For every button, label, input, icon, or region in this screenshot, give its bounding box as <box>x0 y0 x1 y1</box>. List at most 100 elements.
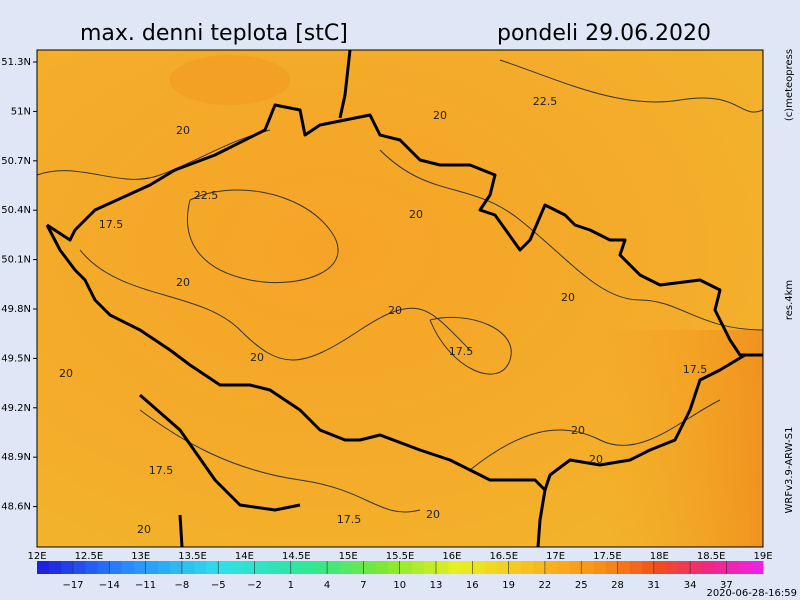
colorbar-segment <box>387 561 401 574</box>
country-border <box>338 49 352 119</box>
colorbar-label: 28 <box>611 580 624 591</box>
contour-label: 17.5 <box>683 363 708 376</box>
contour-label: 20 <box>433 109 447 122</box>
country-border <box>139 393 301 512</box>
contour <box>499 59 764 113</box>
colorbar-segment <box>37 561 50 574</box>
lon-label: 13.5E <box>178 551 207 562</box>
contour <box>187 189 339 284</box>
colorbar-segment <box>533 561 546 574</box>
colorbar-label: 1 <box>288 580 294 591</box>
colorbar-segment <box>230 561 244 574</box>
lat-label: 49.8N <box>1 304 31 315</box>
colorbar-label: 7 <box>360 580 366 591</box>
contour-label: 20 <box>59 367 73 380</box>
lon-label: 19E <box>754 551 773 562</box>
lon-label: 17.5E <box>593 551 622 562</box>
lon-label: 14.5E <box>282 551 311 562</box>
copyright: (c)meteopress <box>784 49 795 121</box>
colorbar-label: 16 <box>466 580 479 591</box>
colorbar-segment <box>642 561 655 574</box>
colorbar-label: −5 <box>211 580 226 591</box>
colorbar-segment <box>460 561 474 574</box>
colorbar-segment <box>97 561 111 574</box>
colorbar-label: 22 <box>539 580 552 591</box>
colorbar-segment <box>351 561 365 574</box>
contour-label: 17.5 <box>149 464 174 477</box>
colorbar-segment <box>363 561 377 574</box>
colorbar-segment <box>508 561 522 574</box>
colorbar-label: −2 <box>247 580 262 591</box>
colorbar-segment <box>315 561 328 574</box>
colorbar-segment <box>714 561 728 574</box>
lat-label: 49.5N <box>1 353 31 364</box>
colorbar-segment <box>242 561 256 574</box>
colorbar-segment <box>738 561 752 574</box>
contour-label: 20 <box>426 508 440 521</box>
contour-label: 20 <box>250 351 264 364</box>
contour-label: 20 <box>388 304 402 317</box>
colorbar-segment <box>436 561 449 574</box>
colorbar-segment <box>569 561 582 574</box>
lat-label: 48.9N <box>1 452 31 463</box>
colorbar-segment <box>279 561 292 574</box>
contour <box>379 149 764 331</box>
lat-label: 49.2N <box>1 403 31 414</box>
contours <box>36 59 764 513</box>
country-border <box>178 514 184 548</box>
colorbar-segment <box>291 561 304 574</box>
colorbar-segment <box>545 561 558 574</box>
colorbar-label: −11 <box>135 580 156 591</box>
colorbar-segment <box>182 561 195 574</box>
contour <box>36 129 271 180</box>
colorbar-label: 4 <box>324 580 330 591</box>
lon-label: 17E <box>546 551 565 562</box>
warm-area <box>600 330 763 547</box>
colorbar-segment <box>133 561 147 574</box>
lon-label: 12.5E <box>75 551 104 562</box>
colorbar-segment <box>266 561 280 574</box>
colorbar-segment <box>85 561 98 574</box>
colorbar-segment <box>412 561 425 574</box>
colorbar-label: 31 <box>647 580 660 591</box>
contour-label: 17.5 <box>449 345 474 358</box>
contour-label: 20 <box>571 424 585 437</box>
lon-label: 14E <box>235 551 254 562</box>
colorbar-segment <box>581 561 595 574</box>
colorbar-segment <box>254 561 268 574</box>
contour-label: 17.5 <box>337 513 362 526</box>
colorbar-segment <box>521 561 534 574</box>
colorbar-segment <box>629 561 643 574</box>
colorbar-segment <box>400 561 413 574</box>
lon-label: 16E <box>442 551 461 562</box>
colorbar-segment <box>61 561 74 574</box>
colorbar-segment <box>484 561 498 574</box>
resolution: res.4km <box>784 280 795 320</box>
colorbar-segment <box>170 561 183 574</box>
colorbar-label: −17 <box>62 580 83 591</box>
model-name: WRFv3.9-ARW-S1 <box>784 427 795 514</box>
lon-label: 18.5E <box>697 551 726 562</box>
contour <box>139 409 421 513</box>
colorbar-label: 25 <box>575 580 588 591</box>
colorbar-segment <box>303 561 316 574</box>
colorbar-segment <box>448 561 461 574</box>
colorbar-segment <box>726 561 740 574</box>
lat-label: 48.6N <box>1 502 31 513</box>
map-date: pondeli 29.06.2020 <box>497 21 711 46</box>
lat-label: 50.7N <box>1 156 31 167</box>
colorbar-segment <box>472 561 486 574</box>
colorbar-label: −8 <box>175 580 190 591</box>
lat-label: 50.4N <box>1 205 31 216</box>
colorbar-segment <box>158 561 171 574</box>
lat-label: 50.1N <box>1 255 31 266</box>
contour-label: 20 <box>589 453 603 466</box>
lon-label: 16.5E <box>489 551 518 562</box>
contour-label: 22.5 <box>194 189 219 202</box>
warm-area <box>170 55 290 105</box>
colorbar-segment <box>375 561 389 574</box>
lat-label: 51N <box>11 106 31 117</box>
